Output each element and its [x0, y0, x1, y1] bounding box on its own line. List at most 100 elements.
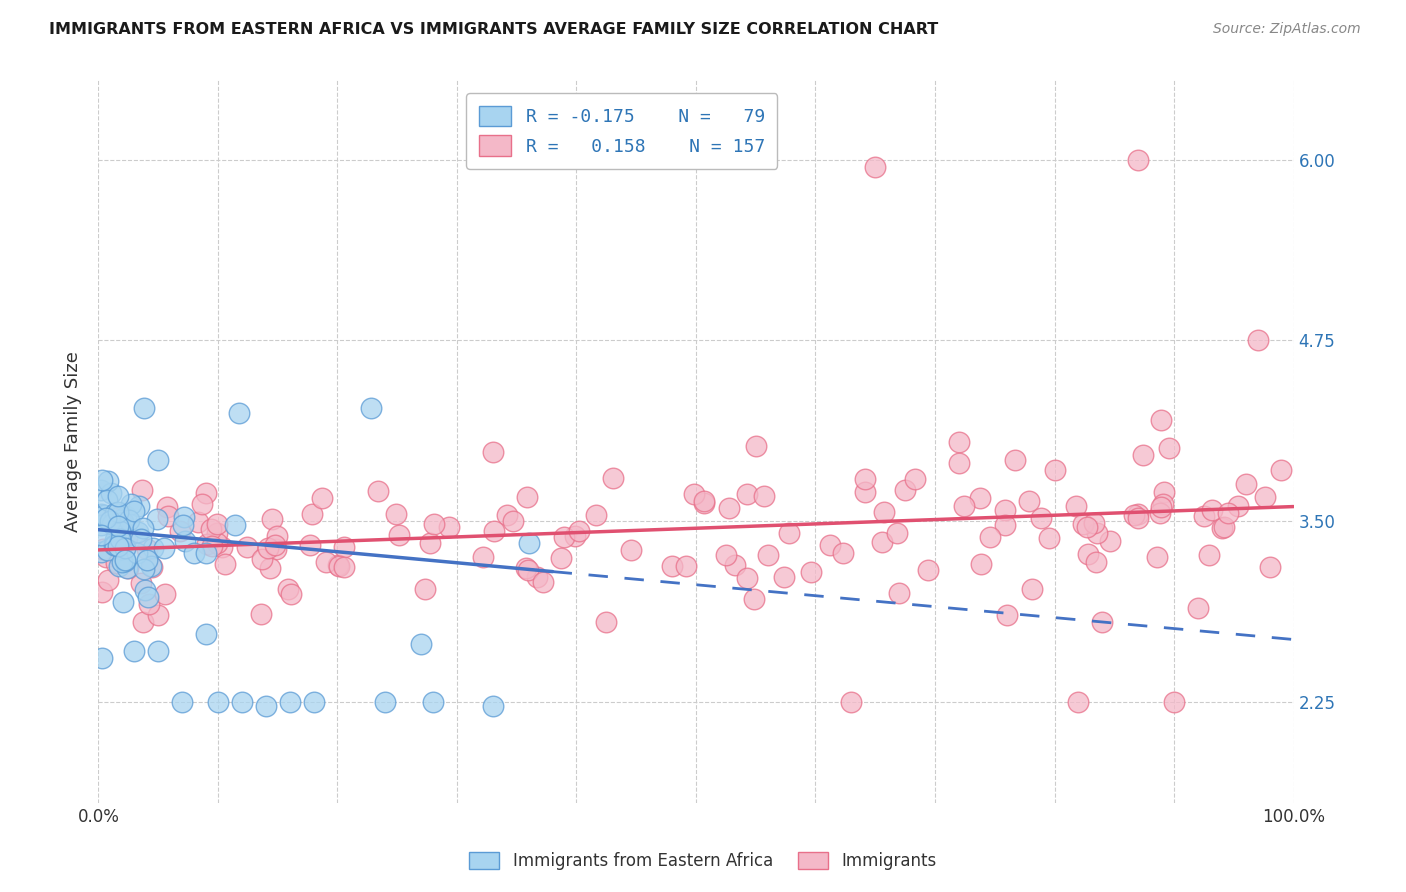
Point	[374, 695, 396, 709]
Point	[135, 552, 157, 566]
Point	[111, 556, 134, 570]
Y-axis label: Average Family Size: Average Family Size	[63, 351, 82, 532]
Point	[550, 551, 572, 566]
Point	[531, 575, 554, 590]
Point	[564, 529, 586, 543]
Point	[745, 439, 768, 453]
Point	[714, 549, 737, 563]
Point	[1021, 582, 1043, 596]
Point	[207, 536, 229, 550]
Point	[1212, 520, 1234, 534]
Point	[183, 546, 205, 560]
Point	[526, 570, 548, 584]
Point	[207, 526, 229, 541]
Point	[853, 472, 876, 486]
Point	[1004, 453, 1026, 467]
Point	[138, 597, 160, 611]
Point	[90, 483, 112, 497]
Point	[948, 456, 970, 470]
Point	[502, 514, 524, 528]
Point	[94, 549, 117, 564]
Point	[110, 542, 132, 557]
Point	[105, 556, 128, 570]
Point	[191, 497, 214, 511]
Point	[104, 506, 127, 520]
Point	[948, 434, 970, 449]
Point	[1258, 560, 1281, 574]
Point	[135, 542, 157, 557]
Point	[201, 539, 224, 553]
Point	[1146, 549, 1168, 564]
Point	[205, 516, 228, 531]
Point	[298, 538, 321, 552]
Point	[517, 535, 540, 549]
Point	[104, 533, 127, 548]
Point	[157, 508, 180, 523]
Point	[114, 527, 136, 541]
Point	[515, 561, 537, 575]
Point	[107, 489, 129, 503]
Point	[231, 695, 253, 709]
Point	[1153, 485, 1175, 500]
Point	[120, 497, 142, 511]
Point	[333, 560, 356, 574]
Point	[156, 500, 179, 514]
Point	[118, 513, 141, 527]
Point	[134, 583, 156, 598]
Point	[187, 515, 209, 529]
Point	[553, 530, 575, 544]
Point	[675, 559, 697, 574]
Point	[142, 541, 165, 555]
Point	[1227, 500, 1250, 514]
Point	[595, 615, 617, 630]
Point	[970, 557, 993, 571]
Point	[263, 538, 285, 552]
Point	[311, 491, 333, 505]
Point	[98, 515, 121, 529]
Point	[1084, 555, 1107, 569]
Point	[112, 518, 135, 533]
Point	[1029, 511, 1052, 525]
Point	[277, 582, 299, 596]
Point	[90, 517, 112, 532]
Point	[108, 513, 131, 527]
Point	[228, 406, 250, 420]
Point	[482, 444, 505, 458]
Point	[422, 695, 444, 709]
Point	[1218, 506, 1240, 520]
Point	[855, 485, 877, 500]
Point	[107, 518, 129, 533]
Point	[90, 545, 112, 559]
Point	[1270, 463, 1292, 477]
Point	[385, 507, 408, 521]
Point	[101, 509, 124, 524]
Point	[195, 485, 218, 500]
Point	[820, 538, 842, 552]
Point	[994, 517, 1017, 532]
Point	[108, 524, 131, 538]
Point	[367, 483, 389, 498]
Point	[841, 695, 863, 709]
Point	[419, 535, 441, 549]
Point	[894, 483, 917, 497]
Point	[107, 539, 129, 553]
Point	[1132, 448, 1154, 462]
Point	[1234, 476, 1257, 491]
Point	[482, 524, 505, 538]
Point	[1076, 547, 1098, 561]
Point	[214, 557, 236, 571]
Point	[124, 644, 146, 658]
Point	[332, 541, 354, 555]
Point	[693, 496, 716, 510]
Point	[388, 528, 411, 542]
Point	[224, 517, 246, 532]
Point	[104, 534, 127, 549]
Point	[259, 561, 281, 575]
Point	[886, 525, 908, 540]
Point	[97, 474, 120, 488]
Point	[254, 698, 277, 713]
Point	[742, 592, 765, 607]
Point	[1149, 413, 1171, 427]
Point	[1067, 695, 1090, 709]
Point	[96, 542, 118, 557]
